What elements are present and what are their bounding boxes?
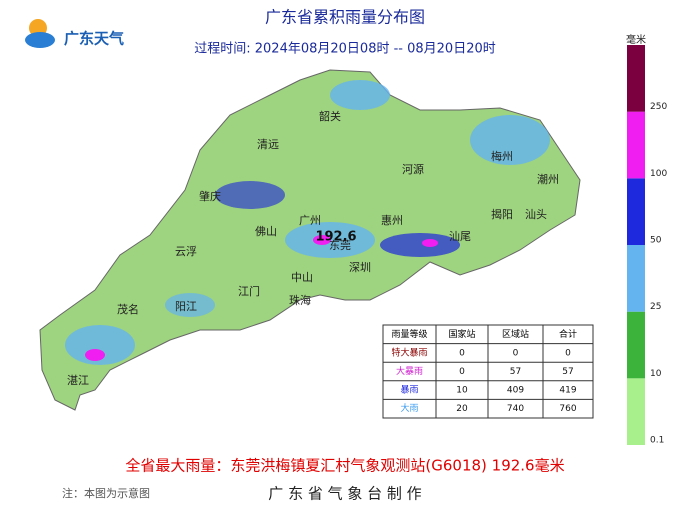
city-label: 揭阳 [491, 207, 513, 221]
logo-cloud [25, 32, 55, 48]
city-label: 惠州 [381, 213, 403, 227]
legend-label: 25 [650, 302, 661, 312]
city-label: 河源 [402, 162, 424, 176]
city-label: 梅州 [491, 149, 513, 163]
table-header: 雨量等级 [391, 328, 427, 340]
title: 广东省累积雨量分布图 [265, 8, 425, 27]
map [39, 69, 581, 411]
table-cell: 0 [459, 348, 465, 358]
legend-swatch [627, 245, 645, 312]
city-label: 珠海 [289, 293, 311, 307]
table-cell: 760 [559, 404, 576, 414]
legend-swatch [627, 378, 645, 445]
city-label: 中山 [291, 271, 313, 284]
city-label: 清远 [257, 138, 279, 151]
city-label: 茂名 [117, 302, 139, 316]
city-label: 佛山 [255, 225, 277, 238]
logo [25, 19, 55, 48]
rain-area [470, 115, 550, 165]
city-label: 阳江 [175, 300, 197, 313]
table-cell: 暴雨 [400, 385, 418, 396]
rain-area [65, 325, 135, 365]
rain-area [165, 293, 215, 317]
note: 注：本图为示意图 [62, 486, 150, 500]
table-cell: 0 [565, 348, 571, 358]
table-header: 国家站 [448, 328, 475, 340]
city-label: 韶关 [319, 109, 341, 123]
period: 过程时间: 2024年08月20日08时 -- 08月20日20时 [194, 42, 496, 57]
table-cell: 409 [507, 386, 524, 396]
city-label: 潮州 [537, 172, 559, 186]
legend-label: 100 [650, 169, 667, 179]
logo-text: 广东天气 [64, 30, 124, 48]
rain-area [85, 349, 105, 361]
legend-label: 250 [650, 102, 667, 112]
table-header: 合计 [559, 328, 577, 340]
legend-swatch [627, 311, 645, 379]
rain-area [313, 235, 331, 245]
max-rain: 全省最大雨量：东莞洪梅镇夏汇村气象观测站(G6018) 192.6毫米 [125, 457, 564, 475]
table-cell: 0 [513, 348, 519, 358]
table-cell: 特大暴雨 [391, 346, 427, 358]
city-label: 云浮 [175, 245, 197, 258]
table-cell: 57 [562, 367, 573, 377]
legend-label: 50 [650, 236, 662, 246]
legend-swatch [627, 178, 645, 245]
max-marker: 192.6 [315, 230, 356, 245]
rain-area [380, 233, 460, 257]
table-cell: 10 [456, 386, 468, 396]
table-cell: 740 [507, 404, 524, 414]
table-header: 区域站 [502, 328, 529, 340]
legend: 0.1 10 25 50 100 250 毫米 [626, 33, 667, 446]
city-label: 深圳 [349, 261, 371, 274]
rain-area [330, 80, 390, 110]
city-label: 广州 [299, 214, 321, 227]
city-label: 湛江 [67, 374, 89, 387]
table-cell: 20 [456, 404, 468, 414]
rain-area [422, 239, 438, 247]
city-label: 东莞 [329, 239, 351, 252]
table-cell: 大暴雨 [396, 365, 423, 377]
city-label: 江门 [238, 284, 260, 298]
table-cell: 57 [510, 367, 521, 377]
table-cell: 0 [459, 367, 465, 377]
table-cell: 大雨 [400, 402, 418, 414]
city-label: 肇庆 [199, 189, 221, 203]
table-cell: 419 [559, 386, 576, 396]
rain-area [215, 181, 285, 209]
city-label: 汕头 [525, 208, 547, 221]
legend-unit: 毫米 [626, 33, 646, 46]
legend-swatch [627, 45, 645, 112]
city-label: 汕尾 [449, 230, 471, 243]
legend-label: 0.1 [650, 436, 664, 446]
legend-label: 10 [650, 369, 662, 379]
legend-swatch [627, 111, 645, 179]
maker: 广 东 省 气 象 台 制 作 [268, 485, 421, 503]
